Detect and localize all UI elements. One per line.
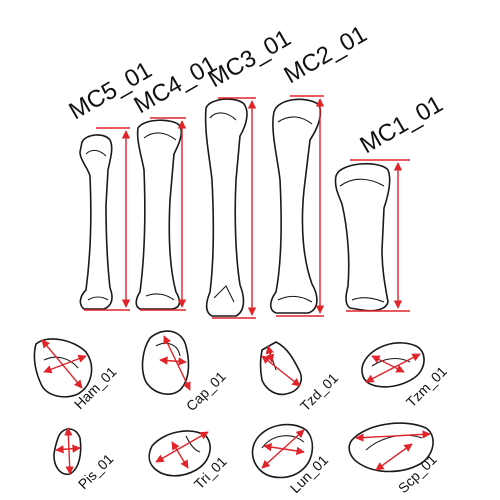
carpal-capitate: Cap_01 [141,330,229,414]
pisiform-measure-2 [55,444,81,454]
mc5-outline [79,134,113,310]
mc1-label: MC1_01 [356,90,448,159]
mc2-outline [269,98,322,314]
mc1-outline [334,162,391,312]
mc3-label: MC3_01 [204,24,296,93]
carpal-hamate: Ham_01 [33,338,120,412]
metacarpal-mc4: MC4_01 [130,50,222,311]
triquetrum-measure-2 [171,441,189,469]
trapezoid-outline [259,341,302,396]
pisiform-outline [53,428,82,476]
mc2-label: MC2_01 [280,20,372,89]
pisiform-label: Pis_01 [75,450,117,492]
carpal-lunate: Lun_01 [251,423,331,496]
capitate-label: Cap_01 [183,368,229,414]
carpal-trapezoid: Tzd_01 [259,341,341,414]
trapezoid-measure-2 [265,345,275,363]
trapezium-measure-2 [371,355,405,373]
mc3-outline [204,98,248,317]
hamate-measure-2 [43,354,87,374]
carpal-trapezium: Tzm_01 [361,342,450,410]
carpal-scaphoid: Scp_01 [348,422,440,496]
metacarpal-mc1: MC1_01 [334,90,448,312]
scaphoid-measure-1 [355,430,431,442]
mc4-outline [135,119,183,310]
carpal-pisiform: Pis_01 [53,427,117,492]
lunate-measure-2 [263,442,305,456]
capitate-measure-2 [159,356,187,366]
scaphoid-measure-2 [375,443,413,471]
carpal-triquetrum: Tri_01 [148,430,230,492]
trapezoid-label: Tzd_01 [297,370,341,414]
trapezium-outline [361,342,425,388]
